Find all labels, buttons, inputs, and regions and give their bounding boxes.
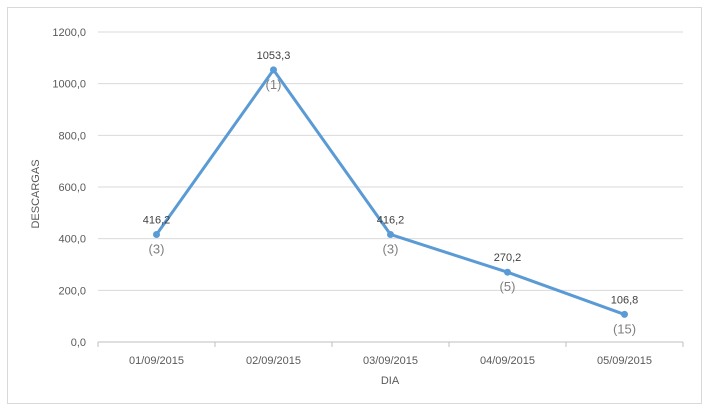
data-point <box>270 66 277 74</box>
value-label: 106,8 <box>611 294 639 306</box>
x-tick-label: 02/09/2015 <box>246 355 301 367</box>
value-label: 416,2 <box>377 214 405 226</box>
y-tick-label: 0,0 <box>71 337 86 349</box>
y-tick-label: 800,0 <box>58 130 86 142</box>
data-point <box>387 230 394 238</box>
x-tick-label: 03/09/2015 <box>363 355 418 367</box>
value-label: 270,2 <box>494 252 522 264</box>
data-point <box>504 268 511 276</box>
data-point <box>153 230 160 238</box>
x-tick-label: 04/09/2015 <box>480 355 535 367</box>
value-label: 416,2 <box>143 214 171 226</box>
value-label: 1053,3 <box>257 50 291 62</box>
line-chart: 0,0 200,0 400,0 600,0 800,0 1000,0 1200,0 01/0… <box>30 27 684 387</box>
chart-area: 0,0 200,0 400,0 600,0 800,0 1000,0 1200,0 01/0… <box>7 7 702 404</box>
x-tick-label: 05/09/2015 <box>597 355 652 367</box>
y-tick-label: 1000,0 <box>52 79 86 91</box>
rank-label: (3) <box>149 241 165 256</box>
gridlines <box>98 31 683 291</box>
x-tick-label: 01/09/2015 <box>129 355 184 367</box>
rank-label: (1) <box>266 77 282 92</box>
y-axis-ticks: 0,0 200,0 400,0 600,0 800,0 1000,0 1200,0 <box>52 27 86 349</box>
x-axis-title: DIA <box>381 375 400 387</box>
y-tick-label: 600,0 <box>58 182 86 194</box>
series-group <box>153 66 628 318</box>
x-axis-ticks: 01/09/2015 02/09/2015 03/09/2015 04/09/2015… <box>97 342 684 367</box>
y-tick-label: 1200,0 <box>52 27 86 39</box>
rank-label: (15) <box>613 321 636 336</box>
y-tick-label: 200,0 <box>58 285 86 297</box>
data-point <box>621 310 628 318</box>
series-line <box>155 68 626 316</box>
data-labels: 416,2 (3) 1053,3 (1) 416,2 (3) 270,2 (5) 106,8 (1… <box>143 50 639 337</box>
rank-label: (5) <box>500 279 516 294</box>
y-axis-title: DESCARGAS <box>30 159 42 228</box>
y-tick-label: 400,0 <box>58 234 86 246</box>
rank-label: (3) <box>383 241 399 256</box>
